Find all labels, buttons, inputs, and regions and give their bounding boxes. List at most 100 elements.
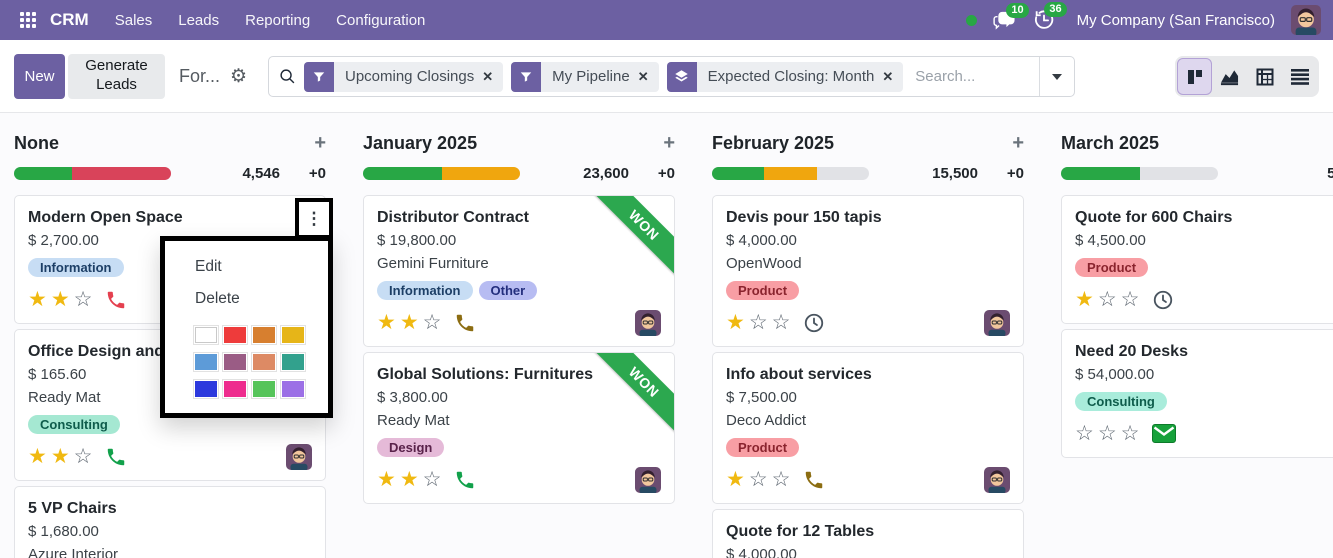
column-progressbar[interactable] xyxy=(14,167,171,180)
color-swatch[interactable] xyxy=(251,379,277,399)
activity-phone-olive[interactable] xyxy=(803,469,825,491)
priority-star[interactable]: ★ xyxy=(377,310,396,334)
salesperson-avatar[interactable] xyxy=(984,309,1010,336)
app-name[interactable]: CRM xyxy=(50,10,89,29)
column-progressbar[interactable] xyxy=(1061,167,1218,180)
color-swatch[interactable] xyxy=(251,325,277,345)
color-swatch[interactable] xyxy=(280,379,306,399)
user-avatar[interactable] xyxy=(1291,5,1321,35)
priority-star[interactable]: ★ xyxy=(28,287,47,311)
salesperson-avatar[interactable] xyxy=(286,443,312,470)
facet-remove-icon[interactable]: ✕ xyxy=(482,68,494,84)
priority-star[interactable]: ★ xyxy=(726,467,745,491)
kanban-card[interactable]: Quote for 600 Chairs $ 4,500.00 Product ★ ☆ ☆ xyxy=(1061,195,1333,324)
priority-star[interactable]: ☆ xyxy=(73,287,93,311)
activity-envelope[interactable] xyxy=(1152,424,1177,443)
menu-item-edit[interactable]: Edit xyxy=(195,258,222,275)
menu-item-delete[interactable]: Delete xyxy=(195,290,240,307)
activity-phone-green[interactable] xyxy=(105,446,127,468)
column-progressbar[interactable] xyxy=(712,167,869,180)
gear-icon[interactable]: ⚙ xyxy=(230,65,248,87)
company-switcher[interactable]: My Company (San Francisco) xyxy=(1076,11,1275,29)
salesperson-avatar[interactable] xyxy=(635,309,661,336)
priority-star[interactable]: ☆ xyxy=(422,467,442,491)
priority-star[interactable]: ★ xyxy=(1075,287,1094,311)
search-placeholder[interactable]: Search... xyxy=(915,68,976,85)
nav-menu-configuration[interactable]: Configuration xyxy=(336,11,426,29)
add-record-icon[interactable]: + xyxy=(314,132,326,154)
color-swatch[interactable] xyxy=(251,352,277,372)
priority-star[interactable]: ☆ xyxy=(1097,421,1117,445)
card-kebab-menu-button[interactable]: ⋮ xyxy=(295,198,333,239)
messages-icon[interactable]: 10 xyxy=(992,2,1029,31)
priority-star[interactable]: ★ xyxy=(399,310,419,334)
graph-view-button[interactable] xyxy=(1212,58,1247,95)
activity-clock[interactable] xyxy=(1152,289,1174,311)
new-button[interactable]: New xyxy=(14,53,65,99)
salesperson-avatar[interactable] xyxy=(984,466,1010,493)
add-record-icon[interactable]: + xyxy=(1012,132,1024,154)
facet-remove-icon[interactable]: ✕ xyxy=(637,68,649,84)
kanban-card[interactable]: WON Global Solutions: Furnitures $ 3,800.0… xyxy=(363,352,675,504)
priority-star[interactable]: ★ xyxy=(726,310,745,334)
color-swatch[interactable] xyxy=(222,379,248,399)
priority-star[interactable]: ★ xyxy=(377,467,396,491)
search-facet[interactable]: Expected Closing: Month ✕ xyxy=(666,61,904,92)
apps-grid-icon[interactable] xyxy=(20,12,36,28)
color-swatch[interactable] xyxy=(193,325,219,345)
color-swatch[interactable] xyxy=(280,325,306,345)
facet-remove-icon[interactable]: ✕ xyxy=(882,68,894,84)
search-options-toggle[interactable] xyxy=(1039,57,1074,96)
priority-star[interactable]: ★ xyxy=(399,467,419,491)
color-swatch[interactable] xyxy=(193,379,219,399)
priority-star[interactable]: ☆ xyxy=(1075,421,1094,445)
color-swatch[interactable] xyxy=(280,352,306,372)
list-view-button[interactable] xyxy=(1282,58,1317,95)
priority-star[interactable]: ☆ xyxy=(422,310,442,334)
color-swatch[interactable] xyxy=(222,352,248,372)
color-swatch[interactable] xyxy=(193,352,219,372)
search-bar[interactable]: Upcoming Closings ✕ My Pipeline ✕ Expected C… xyxy=(268,56,1075,97)
column-progressbar[interactable] xyxy=(363,167,520,180)
search-facet[interactable]: Upcoming Closings ✕ xyxy=(304,61,504,92)
activities-icon[interactable]: 36 xyxy=(1033,2,1067,31)
activity-clock[interactable] xyxy=(803,312,825,334)
priority-star[interactable]: ☆ xyxy=(1097,287,1117,311)
activity-phone-green[interactable] xyxy=(454,469,476,491)
priority-star[interactable]: ☆ xyxy=(771,310,791,334)
priority-star[interactable]: ★ xyxy=(50,287,70,311)
priority-star[interactable]: ☆ xyxy=(771,467,791,491)
progress-segment[interactable] xyxy=(14,167,73,180)
progress-segment[interactable] xyxy=(1061,167,1140,180)
nav-menu-leads[interactable]: Leads xyxy=(178,11,220,29)
nav-menu-sales[interactable]: Sales xyxy=(114,11,153,29)
priority-star[interactable]: ☆ xyxy=(1120,421,1140,445)
progress-segment[interactable] xyxy=(712,167,764,180)
activity-phone-red[interactable] xyxy=(105,289,127,311)
salesperson-avatar[interactable] xyxy=(635,466,661,493)
generate-leads-button[interactable]: Generate Leads xyxy=(68,53,165,99)
priority-star[interactable]: ★ xyxy=(28,444,47,468)
priority-star[interactable]: ☆ xyxy=(73,444,93,468)
nav-menu-reporting[interactable]: Reporting xyxy=(245,11,311,29)
kanban-card[interactable]: Need 20 Desks $ 54,000.00 Consulting ☆ ☆ ☆ xyxy=(1061,329,1333,458)
progress-segment[interactable] xyxy=(72,167,171,180)
breadcrumb[interactable]: For... xyxy=(179,65,221,86)
priority-star[interactable]: ☆ xyxy=(748,310,768,334)
add-record-icon[interactable]: + xyxy=(663,132,675,154)
progress-segment[interactable] xyxy=(441,167,520,180)
kanban-card[interactable]: WON Distributor Contract $ 19,800.00 Gemini… xyxy=(363,195,675,347)
progress-segment[interactable] xyxy=(363,167,442,180)
kanban-card[interactable]: Devis pour 150 tapis $ 4,000.00 OpenWood Pr… xyxy=(712,195,1024,347)
color-swatch[interactable] xyxy=(222,325,248,345)
priority-star[interactable]: ★ xyxy=(50,444,70,468)
search-facet[interactable]: My Pipeline ✕ xyxy=(511,61,659,92)
progress-segment[interactable] xyxy=(763,167,818,180)
priority-star[interactable]: ☆ xyxy=(748,467,768,491)
kanban-card[interactable]: Info about services $ 7,500.00 Deco Addict… xyxy=(712,352,1024,504)
priority-star[interactable]: ☆ xyxy=(1120,287,1140,311)
pivot-view-button[interactable] xyxy=(1247,58,1282,95)
kanban-view-button[interactable] xyxy=(1177,58,1212,95)
